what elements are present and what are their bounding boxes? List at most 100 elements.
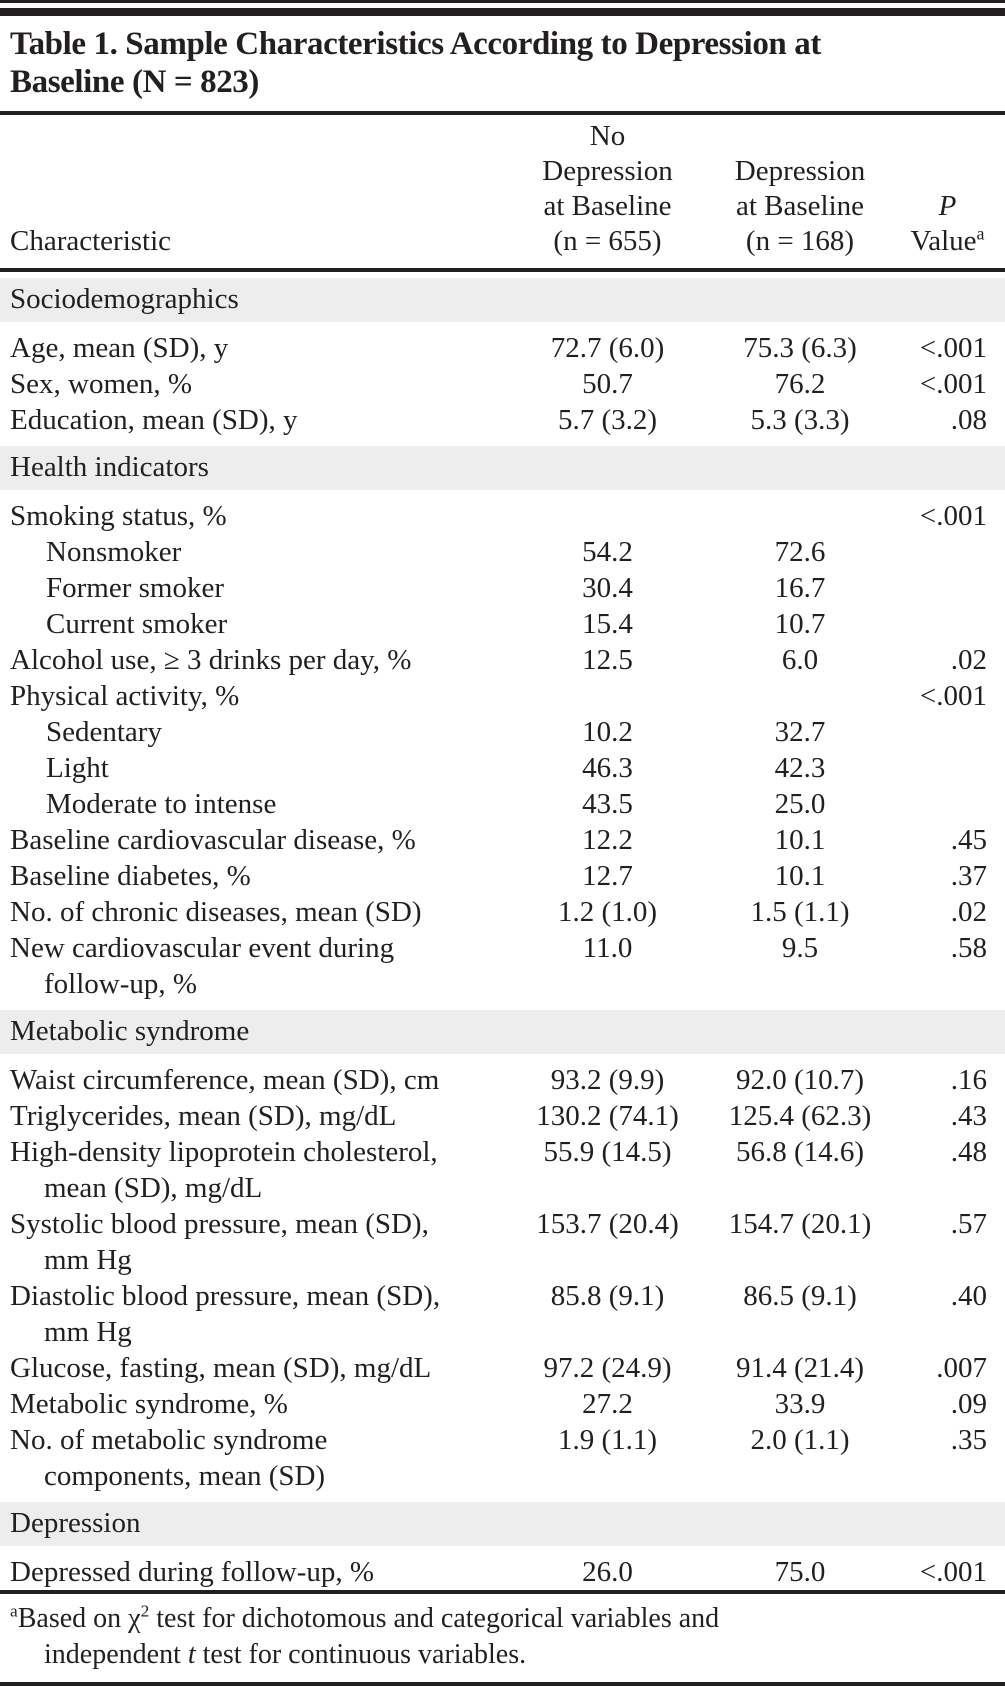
section-label: Depression [0,1494,1005,1554]
table-row: Baseline cardiovascular disease, % 12.2 10… [0,822,1005,858]
characteristic-cell: No. of metabolic syndrome components, me… [10,1424,328,1492]
table-row: Alcohol use, ≥ 3 drinks per day, % 12.5 6.… [0,642,1005,678]
section-row: Depression [0,1494,1005,1554]
table-title: Table 1. Sample Characteristics Accordin… [10,26,821,100]
depression-value-cell: 16.7 [774,572,826,604]
p-value-cell: .48 [950,1136,987,1168]
p-value-cell: .40 [950,1280,987,1312]
no-depression-value-cell: 12.2 [582,824,633,856]
no-depression-value-cell: 50.7 [582,368,633,400]
characteristic-cell: Systolic blood pressure, mean (SD), mm H… [10,1208,429,1276]
characteristic-cell: Metabolic syndrome, % [10,1388,288,1420]
depression-value-cell: 10.7 [774,608,826,640]
characteristic-cell: Alcohol use, ≥ 3 drinks per day, % [10,644,412,676]
footnote: aBased on χ2 test for dichotomous and ca… [0,1594,1005,1682]
table-row: Diastolic blood pressure, mean (SD), mm … [0,1278,1005,1350]
table-row: Waist circumference, mean (SD), cm 93.2 (… [0,1062,1005,1098]
table-row: Baseline diabetes, % 12.7 10.1 .37 [0,858,1005,894]
header-no-depression: No Depression at Baseline (n = 655) [505,115,710,272]
no-depression-value-cell: 1.9 (1.1) [557,1424,658,1456]
no-depression-value-cell: 27.2 [582,1388,633,1420]
no-depression-value-cell: 46.3 [582,752,633,784]
table-row: Education, mean (SD), y 5.7 (3.2) 5.3 (3.3… [0,402,1005,438]
p-value-cell [890,786,1005,822]
table-row: Light 46.3 42.3 [0,750,1005,786]
characteristic-cell: High-density lipoprotein cholesterol, me… [10,1136,438,1204]
table-row: Current smoker 15.4 10.7 [0,606,1005,642]
table-row: Depressed during follow-up, % 26.0 75.0 <.0… [0,1554,1005,1590]
no-depression-value-cell: 130.2 (74.1) [536,1100,679,1132]
chi-squared-exponent: 2 [140,1601,150,1621]
depression-value-cell: 6.0 [781,644,819,676]
top-thick-rule [0,8,1005,16]
characteristic-cell: Nonsmoker [46,536,182,568]
no-depression-value-cell: 26.0 [582,1556,633,1588]
characteristic-cell: Baseline diabetes, % [10,860,251,892]
characteristic-cell: Current smoker [46,608,228,640]
characteristic-cell: No. of chronic diseases, mean (SD) [10,896,422,928]
header-p-value: P Valuea [890,115,1005,272]
table-row: Sedentary 10.2 32.7 [0,714,1005,750]
no-depression-value-cell [505,498,710,534]
table-row: Physical activity, % <.001 [0,678,1005,714]
no-depression-value-cell: 1.2 (1.0) [557,896,658,928]
footnote-text: test for continuous variables. [195,1639,527,1670]
no-depression-value-cell: 85.8 (9.1) [550,1280,665,1312]
depression-value-cell: 2.0 (1.1) [750,1424,850,1456]
depression-value-cell [710,498,890,534]
no-depression-value-cell: 54.2 [582,536,633,568]
depression-value-cell: 10.1 [774,824,826,856]
top-rule-gap [0,3,1005,8]
t-statistic-symbol: t [187,1639,196,1670]
characteristic-cell: Diastolic blood pressure, mean (SD), mm … [10,1280,441,1348]
p-value-cell: .02 [950,896,987,928]
depression-value-cell [710,678,890,714]
table-row: Systolic blood pressure, mean (SD), mm H… [0,1206,1005,1278]
p-footnote-marker: a [976,223,985,244]
table-row: Moderate to intense 43.5 25.0 [0,786,1005,822]
characteristic-cell: Sex, women, % [10,368,193,400]
no-depression-value-cell: 93.2 (9.9) [550,1064,665,1096]
characteristic-cell: Glucose, fasting, mean (SD), mg/dL [10,1352,432,1384]
no-depression-value-cell: 43.5 [582,788,633,820]
no-depression-value-cell: 10.2 [582,716,633,748]
characteristic-cell: New cardiovascular event during follow-u… [10,932,395,1000]
p-value-cell: <.001 [919,332,987,364]
section-label: Health indicators [0,438,1005,498]
p-symbol: P [938,190,957,222]
p-value-cell: .35 [950,1424,987,1456]
bottom-rule [0,1682,1005,1686]
depression-value-cell: 75.3 (6.3) [743,332,857,364]
no-depression-value-cell: 55.9 (14.5) [543,1136,672,1168]
no-depression-value-cell: 12.7 [582,860,633,892]
table-row: Age, mean (SD), y 72.7 (6.0) 75.3 (6.3) <.0… [0,330,1005,366]
characteristic-cell: Former smoker [46,572,224,604]
table-row: New cardiovascular event during follow-u… [0,930,1005,1002]
depression-value-cell: 1.5 (1.1) [750,896,850,928]
section-label: Sociodemographics [0,272,1005,330]
depression-value-cell: 42.3 [774,752,826,784]
footnote-text: Based on χ [17,1603,141,1634]
characteristic-cell: Depressed during follow-up, % [10,1556,375,1588]
no-depression-value-cell: 30.4 [582,572,633,604]
depression-value-cell: 32.7 [774,716,826,748]
depression-value-cell: 154.7 (20.1) [728,1208,872,1240]
depression-value-cell: 5.3 (3.3) [750,404,850,436]
depression-value-cell: 9.5 [781,932,819,964]
depression-value-cell: 72.6 [774,536,826,568]
characteristic-cell: Light [46,752,109,784]
characteristics-table: Characteristic No Depression at Baseline… [0,115,1005,1594]
p-value-cell [890,714,1005,750]
no-depression-value-cell: 72.7 (6.0) [550,332,665,364]
table-row: Triglycerides, mean (SD), mg/dL 130.2 (74… [0,1098,1005,1134]
no-depression-value-cell: 15.4 [582,608,633,640]
p-value-cell: <.001 [919,1556,987,1588]
depression-value-cell: 92.0 (10.7) [735,1064,865,1096]
no-depression-value-cell: 153.7 (20.4) [536,1208,679,1240]
header-depression: Depression at Baseline (n = 168) [710,115,890,272]
no-depression-value-cell: 11.0 [582,932,633,964]
p-value-cell [890,606,1005,642]
table-header: Characteristic No Depression at Baseline… [0,115,1005,272]
p-value-cell: <.001 [919,680,987,712]
